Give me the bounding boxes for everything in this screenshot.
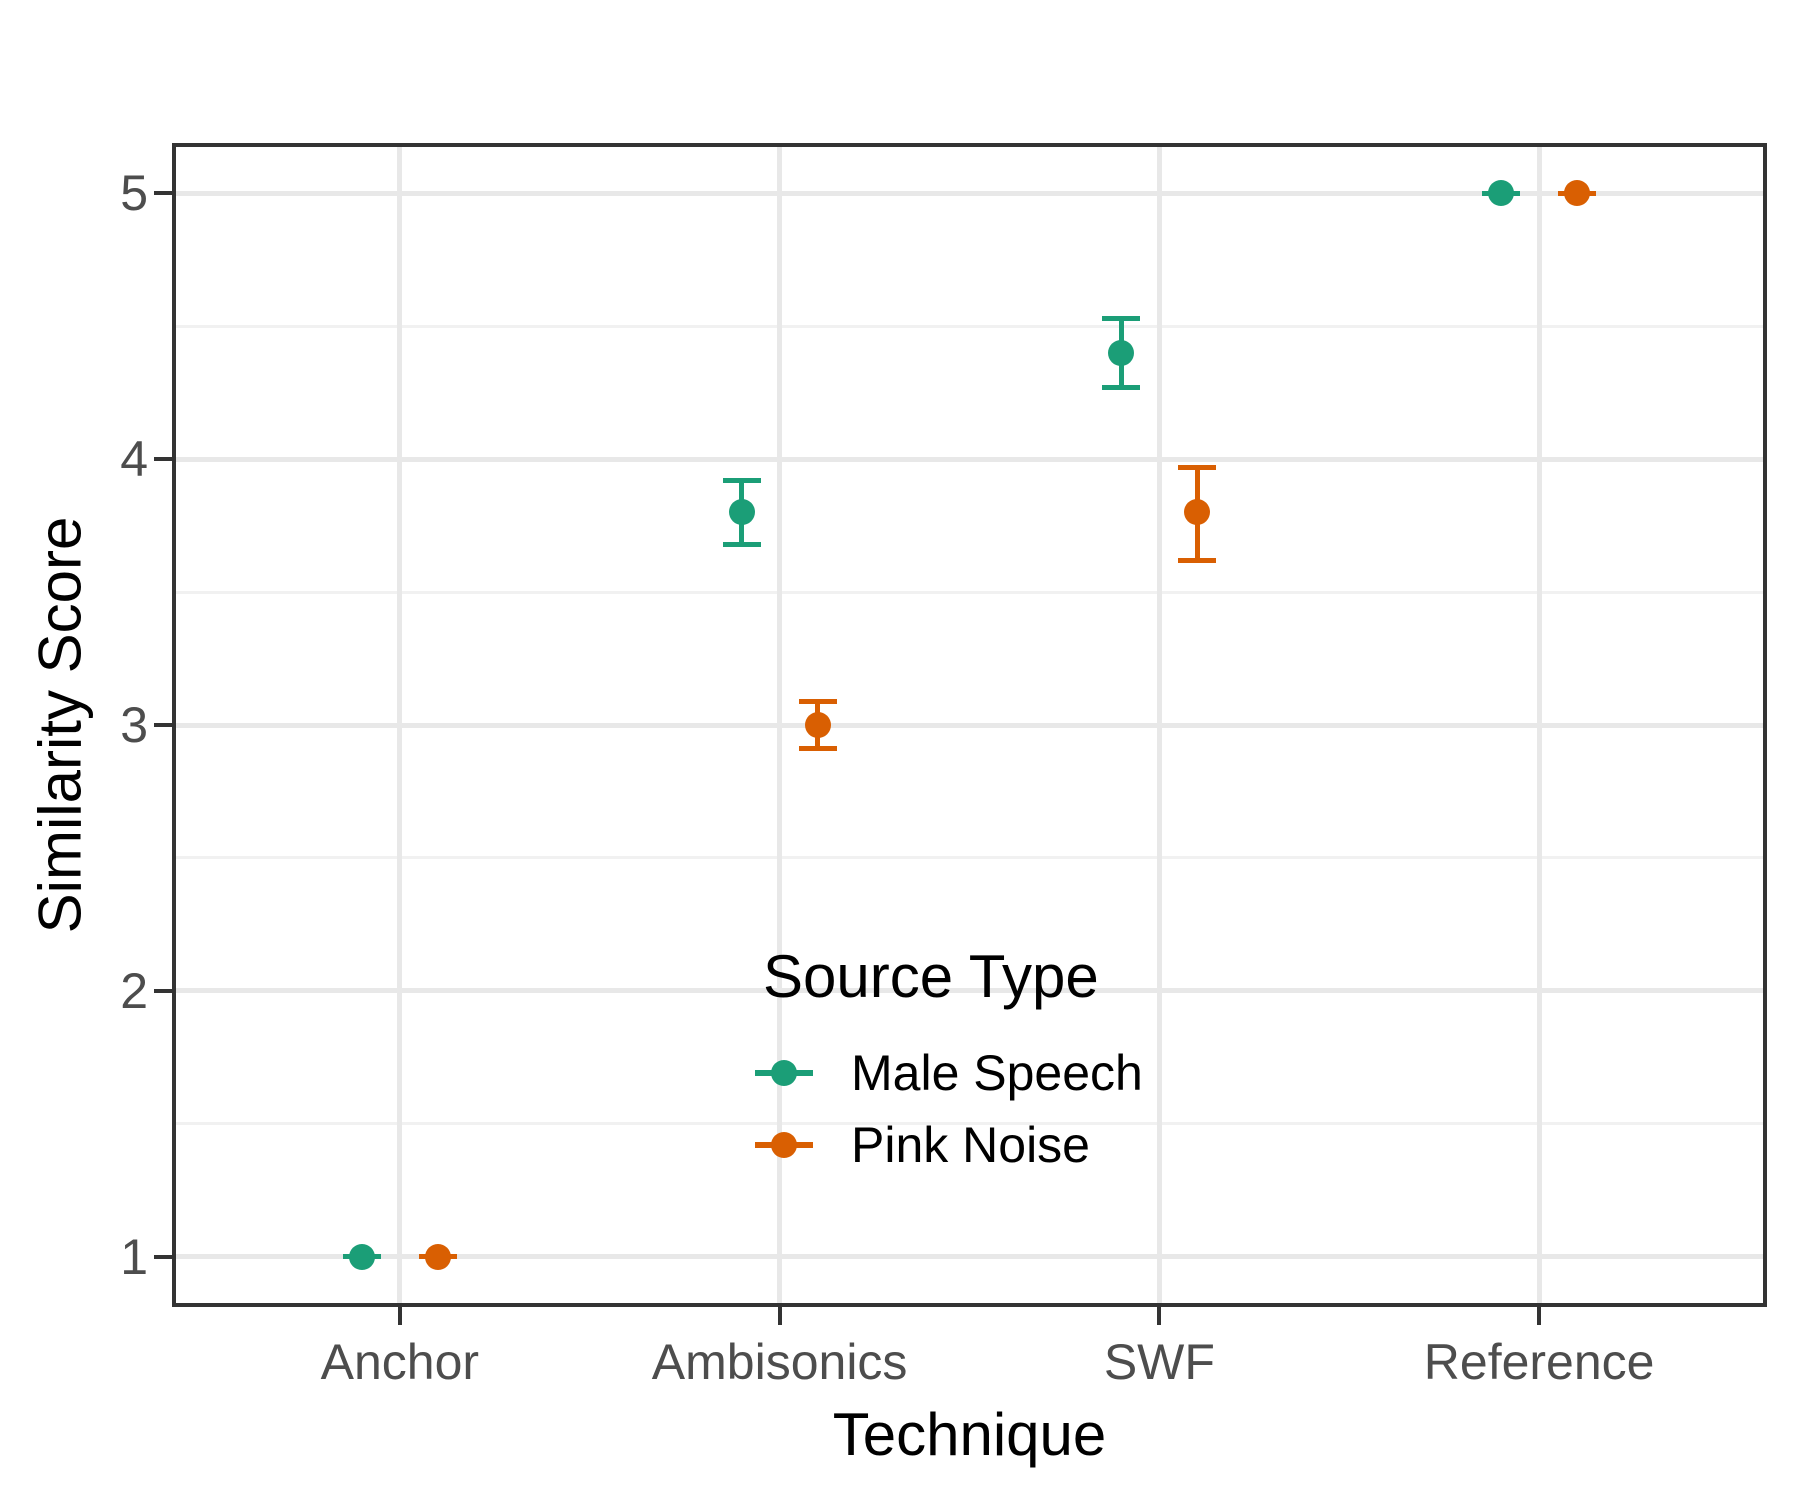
x-tick-label: Ambisonics: [651, 1334, 908, 1390]
data-point: [1108, 339, 1135, 366]
legend: Source Type Male Speech Pink Noise: [755, 942, 1143, 1181]
y-gridline-major: [172, 722, 1767, 728]
legend-title: Source Type: [763, 943, 1099, 1010]
legend-key-dot: [771, 1060, 797, 1086]
errorbar-cap-top: [1178, 464, 1217, 470]
legend-key-dot: [771, 1132, 797, 1158]
x-tick-mark: [1537, 1307, 1542, 1325]
y-gridline-major: [172, 988, 1767, 994]
y-gridline-major: [172, 1254, 1767, 1259]
data-point: [424, 1243, 451, 1270]
x-tick-label: SWF: [1103, 1334, 1215, 1390]
errorbar-cap-bottom: [798, 746, 837, 752]
y-tick-mark: [154, 988, 172, 993]
x-axis-title: Technique: [832, 1401, 1107, 1468]
errorbar-cap-top: [722, 478, 761, 483]
data-point: [1184, 499, 1211, 526]
data-point: [728, 499, 755, 526]
data-point: [804, 712, 831, 738]
x-tick-label: Reference: [1423, 1334, 1655, 1390]
x-tick-label: Anchor: [320, 1334, 480, 1390]
y-tick-label: 2: [120, 962, 148, 1019]
x-gridline-major: [1536, 143, 1542, 1307]
y-tick-label: 3: [120, 697, 148, 753]
y-tick-mark: [154, 457, 172, 462]
y-tick-label: 4: [120, 431, 148, 488]
y-axis-title: Similarity Score: [26, 516, 94, 934]
legend-key-glyph: [755, 1044, 813, 1102]
data-point: [1564, 180, 1591, 207]
x-tick-mark: [1157, 1307, 1162, 1325]
errorbar-cap-bottom: [1102, 384, 1141, 390]
errorbar-cap-bottom: [722, 541, 761, 547]
y-tick-label: 1: [120, 1228, 148, 1285]
errorbar-cap-bottom: [1178, 557, 1217, 563]
data-point: [1488, 180, 1515, 207]
y-tick-label: 5: [120, 165, 148, 222]
legend-items: Male Speech Pink Noise: [755, 1037, 1143, 1181]
data-point: [348, 1243, 375, 1270]
errorbar-cap-top: [798, 698, 837, 704]
legend-item-male-speech: Male Speech: [755, 1037, 1143, 1109]
y-tick-mark: [154, 191, 172, 196]
legend-item-label: Pink Noise: [851, 1117, 1090, 1173]
y-gridline-major: [172, 190, 1767, 196]
legend-key-glyph: [755, 1116, 813, 1174]
x-tick-mark: [777, 1307, 782, 1325]
y-gridline-minor: [172, 590, 1767, 594]
x-tick-mark: [397, 1307, 402, 1325]
y-tick-mark: [154, 1254, 172, 1259]
y-gridline-minor: [172, 1122, 1767, 1126]
y-gridline-major: [172, 456, 1767, 462]
legend-item-label: Male Speech: [851, 1045, 1143, 1101]
legend-item-pink-noise: Pink Noise: [755, 1109, 1143, 1181]
y-gridline-minor: [172, 324, 1767, 328]
errorbar-cap-top: [1102, 315, 1141, 321]
x-gridline-major: [777, 143, 783, 1307]
x-gridline-major: [1156, 143, 1162, 1307]
x-gridline-major: [397, 143, 403, 1307]
y-tick-mark: [154, 723, 172, 727]
y-gridline-minor: [172, 856, 1767, 860]
